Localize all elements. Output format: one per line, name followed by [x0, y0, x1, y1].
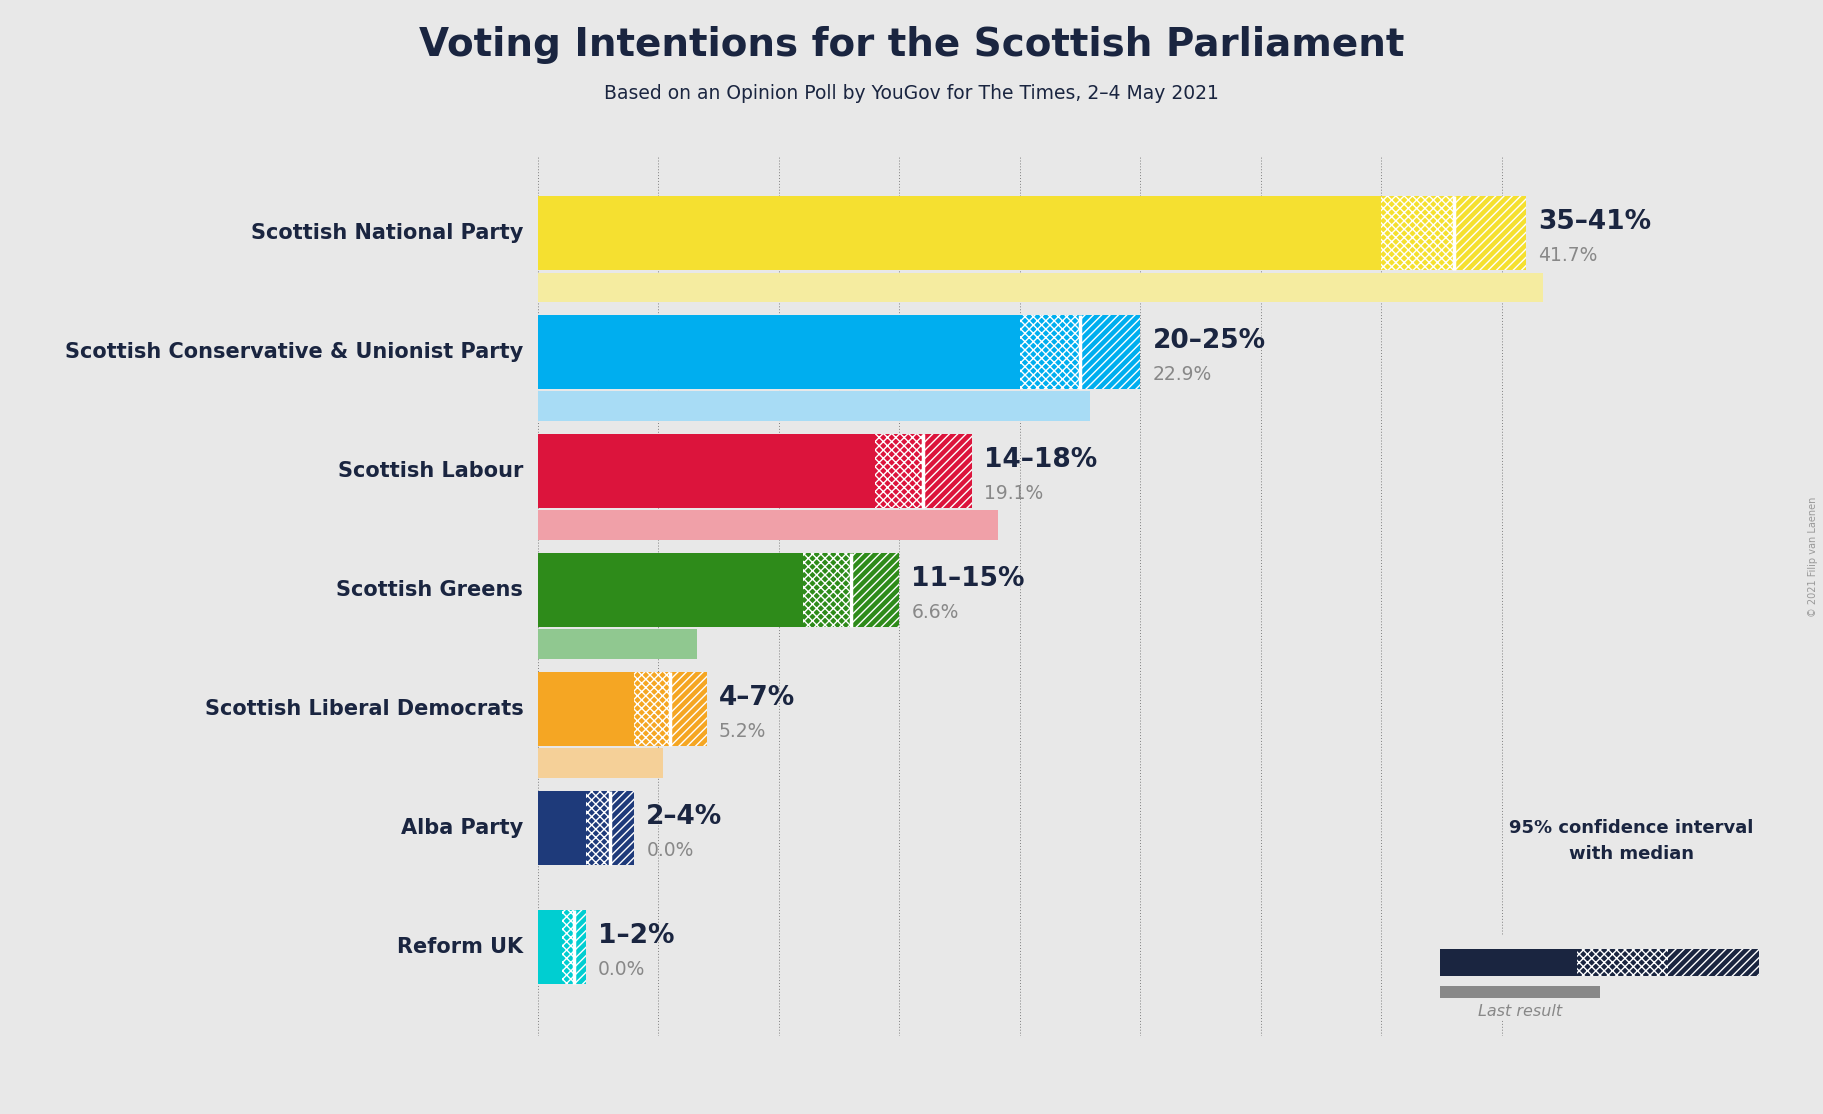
Bar [538, 672, 634, 746]
Bar [538, 315, 1019, 389]
Bar [1019, 315, 1079, 389]
Bar [561, 910, 585, 984]
Bar [538, 391, 1090, 421]
Text: 41.7%: 41.7% [1539, 246, 1597, 265]
Text: 22.9%: 22.9% [1152, 365, 1212, 384]
Bar [538, 434, 875, 508]
Text: 20–25%: 20–25% [1152, 328, 1265, 354]
Text: Scottish National Party: Scottish National Party [252, 223, 523, 243]
Bar [538, 273, 1542, 302]
Bar [802, 554, 899, 627]
Bar [1019, 315, 1141, 389]
Text: 6.6%: 6.6% [912, 603, 959, 622]
Text: Scottish Greens: Scottish Greens [337, 580, 523, 600]
Text: 4–7%: 4–7% [718, 685, 795, 711]
Text: 5.2%: 5.2% [718, 722, 766, 741]
Text: Voting Intentions for the Scottish Parliament: Voting Intentions for the Scottish Parli… [419, 26, 1404, 63]
Bar [1577, 949, 1668, 977]
Text: Scottish Conservative & Unionist Party: Scottish Conservative & Unionist Party [66, 342, 523, 362]
Text: 0.0%: 0.0% [598, 960, 645, 979]
Bar [538, 749, 664, 778]
Text: Last result: Last result [1478, 1005, 1562, 1019]
Text: 35–41%: 35–41% [1539, 209, 1652, 235]
Bar [1440, 986, 1601, 998]
Bar [634, 672, 707, 746]
Bar [538, 791, 585, 864]
Bar [634, 672, 671, 746]
Bar [538, 629, 696, 659]
Bar [851, 554, 899, 627]
Bar [538, 510, 999, 540]
Bar [538, 910, 561, 984]
Bar [1453, 196, 1526, 270]
Text: 0.0%: 0.0% [645, 841, 693, 860]
Bar [1382, 196, 1526, 270]
Bar [585, 791, 611, 864]
Bar [538, 554, 802, 627]
Bar [1079, 315, 1141, 389]
Text: Reform UK: Reform UK [397, 937, 523, 957]
Text: © 2021 Filip van Laenen: © 2021 Filip van Laenen [1808, 497, 1818, 617]
Bar [1668, 949, 1759, 977]
Text: 11–15%: 11–15% [912, 566, 1025, 592]
Bar [924, 434, 972, 508]
Bar [538, 196, 1382, 270]
Bar [585, 791, 634, 864]
Bar [574, 910, 585, 984]
Bar [1382, 196, 1453, 270]
Bar [671, 672, 707, 746]
Text: Scottish Labour: Scottish Labour [337, 461, 523, 481]
Text: Scottish Liberal Democrats: Scottish Liberal Democrats [204, 698, 523, 719]
Text: 1–2%: 1–2% [598, 922, 675, 948]
Bar [561, 910, 574, 984]
Text: Based on an Opinion Poll by YouGov for The Times, 2–4 May 2021: Based on an Opinion Poll by YouGov for T… [603, 84, 1220, 102]
Bar [1440, 949, 1577, 977]
Bar [611, 791, 634, 864]
Bar [875, 434, 972, 508]
Text: Alba Party: Alba Party [401, 818, 523, 838]
Text: 2–4%: 2–4% [645, 803, 722, 830]
Bar [802, 554, 851, 627]
Bar [875, 434, 924, 508]
Text: 95% confidence interval
with median: 95% confidence interval with median [1509, 819, 1754, 863]
Text: 14–18%: 14–18% [984, 447, 1097, 472]
Text: 19.1%: 19.1% [984, 485, 1043, 504]
